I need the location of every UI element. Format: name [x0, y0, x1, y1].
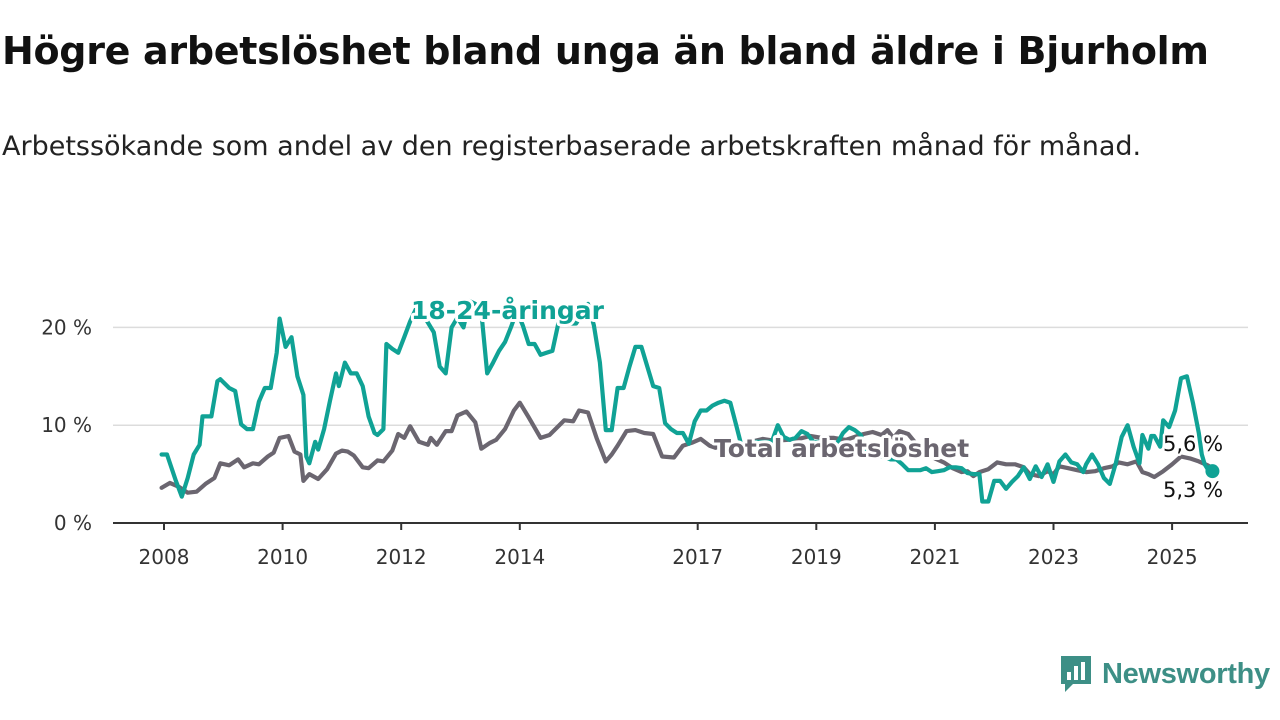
y-axis: 0 % 10 % 20 % — [41, 315, 92, 535]
series-line-youth — [159, 298, 1215, 504]
y-tick-label: 20 % — [41, 315, 92, 339]
y-tick-label: 0 % — [54, 511, 92, 535]
end-label-total: 5,6 % — [1163, 432, 1223, 456]
y-tick-label: 10 % — [41, 413, 92, 437]
grid-lines — [113, 326, 1248, 426]
x-tick-label: 2025 — [1147, 545, 1198, 569]
x-tick-label: 2014 — [494, 545, 545, 569]
x-tick-label: 2021 — [909, 545, 960, 569]
series-labels: 18-24-åringar Total arbetslöshet 5,6 % 5… — [408, 293, 1226, 505]
series-lines — [159, 298, 1220, 504]
x-tick-label: 2017 — [672, 545, 723, 569]
newsworthy-logo: Newsworthy — [1058, 654, 1270, 694]
x-tick-label: 2008 — [139, 545, 190, 569]
series-label-total: Total arbetslöshet — [714, 434, 969, 463]
end-label-youth: 5,3 % — [1163, 478, 1223, 502]
series-label-youth: 18-24-åringar — [411, 296, 605, 325]
x-tick-label: 2023 — [1028, 545, 1079, 569]
x-tick-label: 2019 — [791, 545, 842, 569]
newsworthy-logo-icon — [1061, 656, 1091, 692]
x-tick-label: 2012 — [376, 545, 427, 569]
x-axis: 2008 2010 2012 2014 2017 2019 2021 2023 2025 — [113, 522, 1248, 569]
x-tick-label: 2010 — [257, 545, 308, 569]
brand-name: Newsworthy — [1102, 657, 1270, 690]
chart-subtitle: Arbetssökande som andel av den registerb… — [2, 131, 1142, 162]
end-marker-youth — [1205, 464, 1220, 479]
series-line-total-cont — [713, 428, 1215, 480]
series-line-total — [159, 400, 718, 495]
chart-title: Högre arbetslöshet bland unga än bland ä… — [2, 29, 1209, 73]
